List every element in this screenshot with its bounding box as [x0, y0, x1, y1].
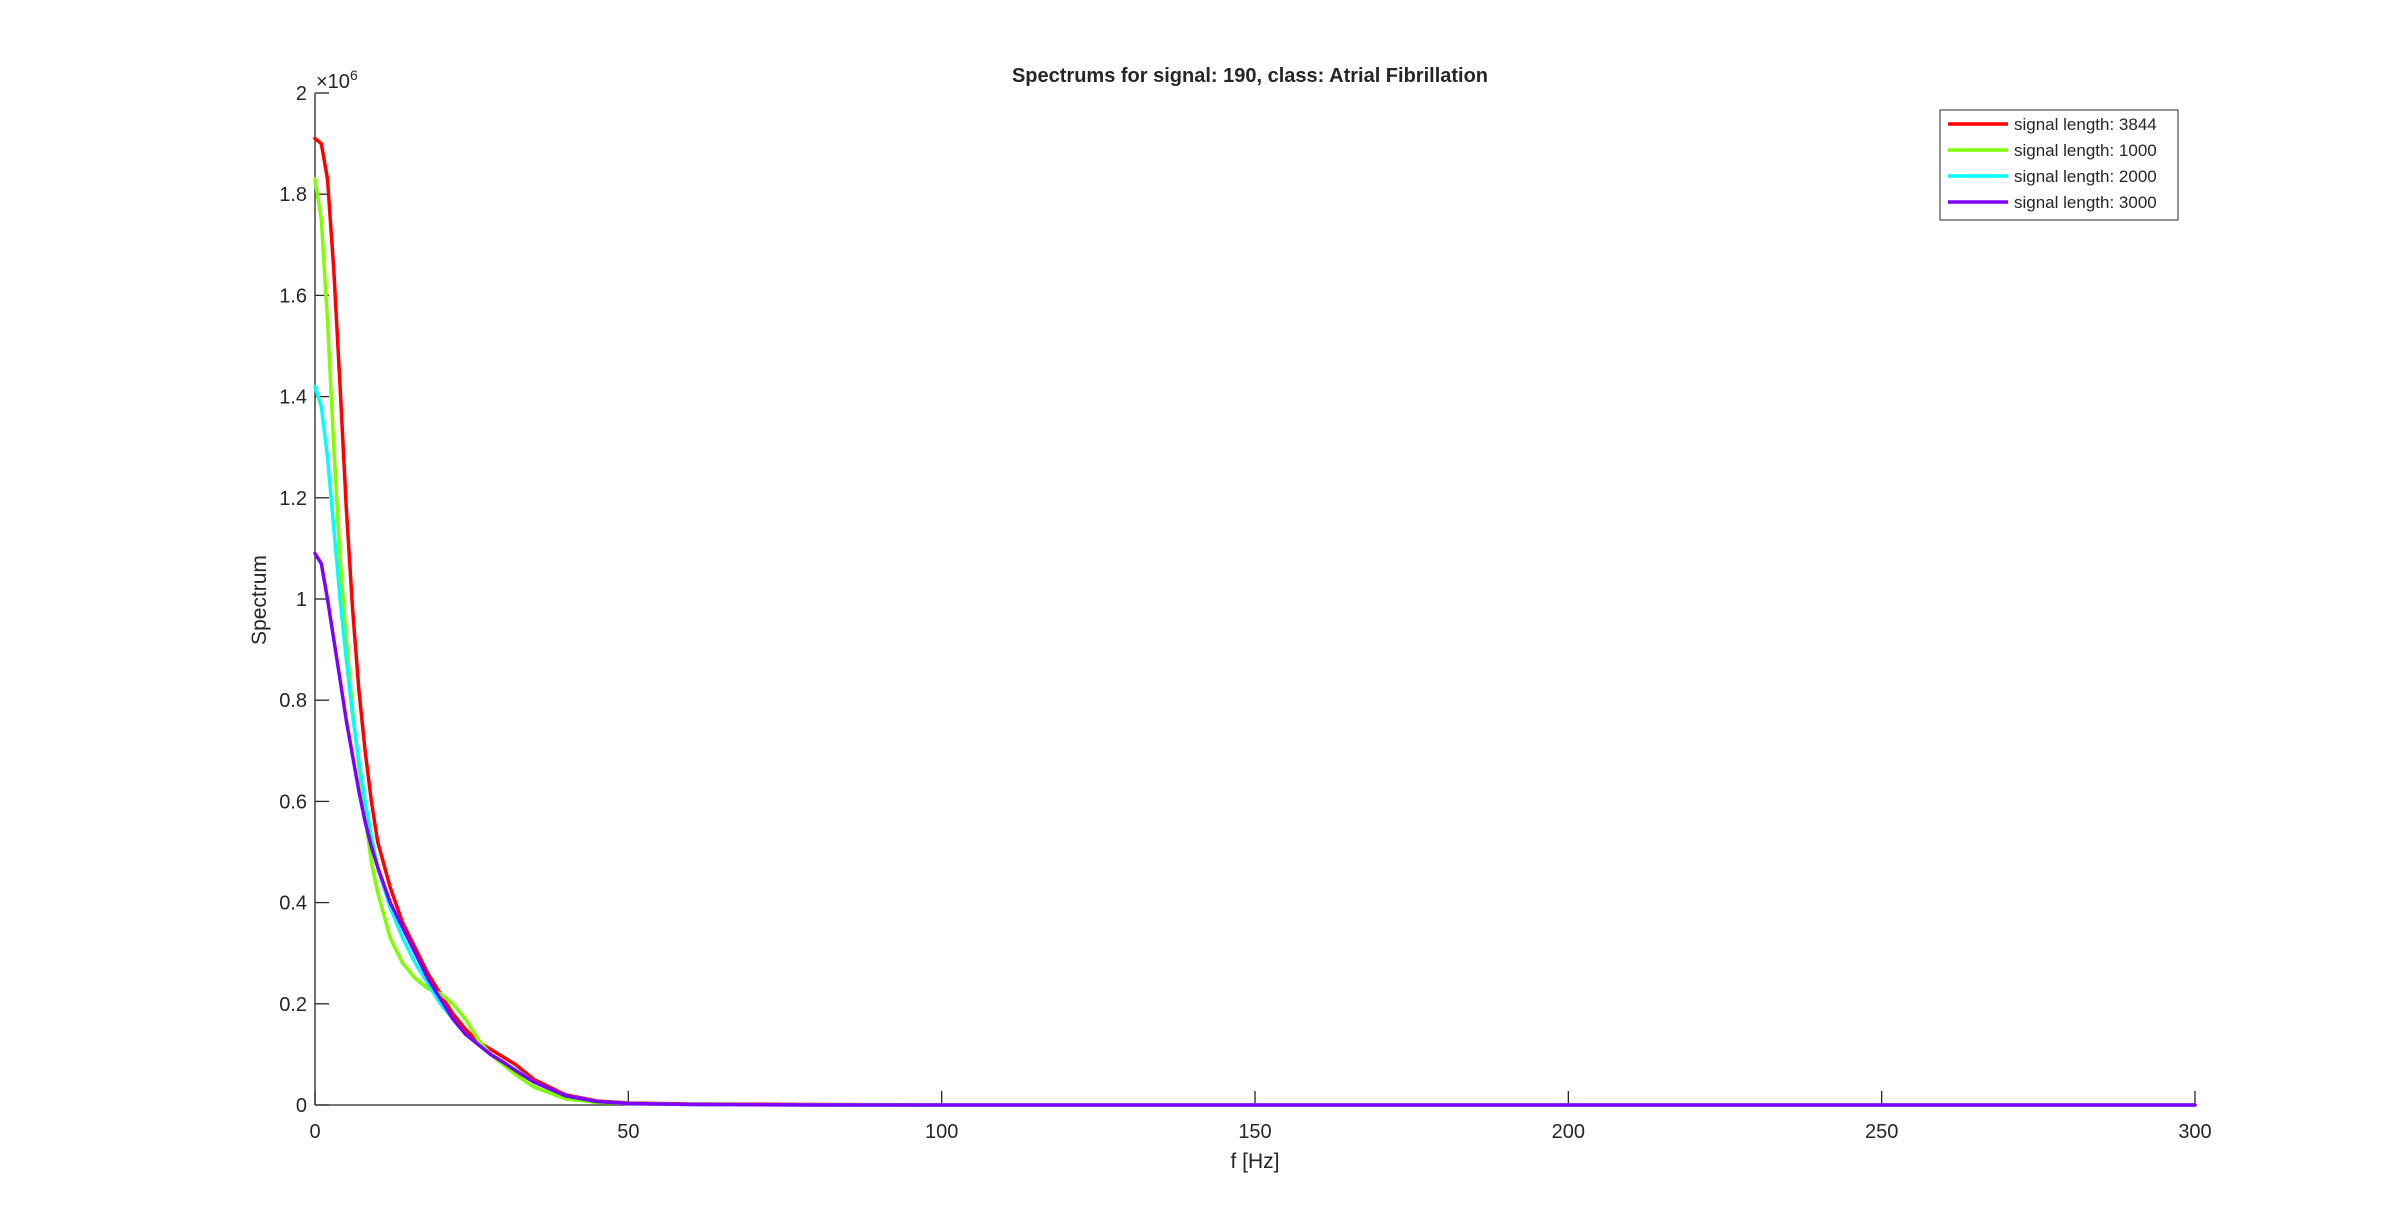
legend-entries: signal length: 3844 signal length: 1000 si…: [1948, 115, 2157, 212]
legend-label: signal length: 1000: [2014, 141, 2157, 160]
series-line-4: [313, 551, 2197, 1107]
y-tick-label: 0: [296, 1095, 307, 1117]
x-axis-label: f [Hz]: [1230, 1150, 1279, 1173]
y-tick-label: 1.8: [279, 184, 307, 206]
x-ticks: 0 50 100 150 200 250 300: [309, 1091, 2212, 1143]
x-tick-label: 100: [925, 1121, 958, 1143]
y-tick-label: 2: [296, 83, 307, 105]
chart-title: Spectrums for signal: 190, class: Atrial…: [1012, 65, 1488, 87]
y-ticks: 0 0.2 0.4 0.6 0.8 1 1.2 1.4 1.6 1.8 2: [279, 83, 329, 1117]
x-tick-label: 150: [1238, 1121, 1271, 1143]
y-tick-label: 1.4: [279, 387, 307, 409]
y-tick-label: 0.4: [279, 893, 307, 915]
x-tick-label: 200: [1552, 1121, 1585, 1143]
legend-label: signal length: 3844: [2014, 115, 2157, 134]
y-exponent-base: ×10: [316, 71, 350, 93]
y-exponent-label: ×106: [316, 67, 358, 93]
y-tick-label: 1: [296, 589, 307, 611]
y-tick-label: 1.2: [279, 488, 307, 510]
x-tick-label: 50: [617, 1121, 639, 1143]
x-tick-label: 0: [309, 1121, 320, 1143]
y-tick-label: 1.6: [279, 285, 307, 307]
legend-label: signal length: 3000: [2014, 193, 2157, 212]
legend: signal length: 3844 signal length: 1000 si…: [1939, 109, 2179, 221]
x-tick-label: 300: [2178, 1121, 2211, 1143]
y-axis-label: Spectrum: [248, 555, 271, 645]
plot-area: 0 50 100 150 200 250 300 0 0.2 0.4 0.6 0.8 1 1.2 1.4 1…: [279, 83, 2212, 1143]
y-tick-label: 0.8: [279, 690, 307, 712]
series-lines: [313, 136, 2197, 1107]
legend-label: signal length: 2000: [2014, 167, 2157, 186]
y-tick-label: 0.2: [279, 994, 307, 1016]
y-exponent-power: 6: [350, 67, 358, 83]
x-tick-label: 250: [1865, 1121, 1898, 1143]
y-tick-label: 0.6: [279, 791, 307, 813]
